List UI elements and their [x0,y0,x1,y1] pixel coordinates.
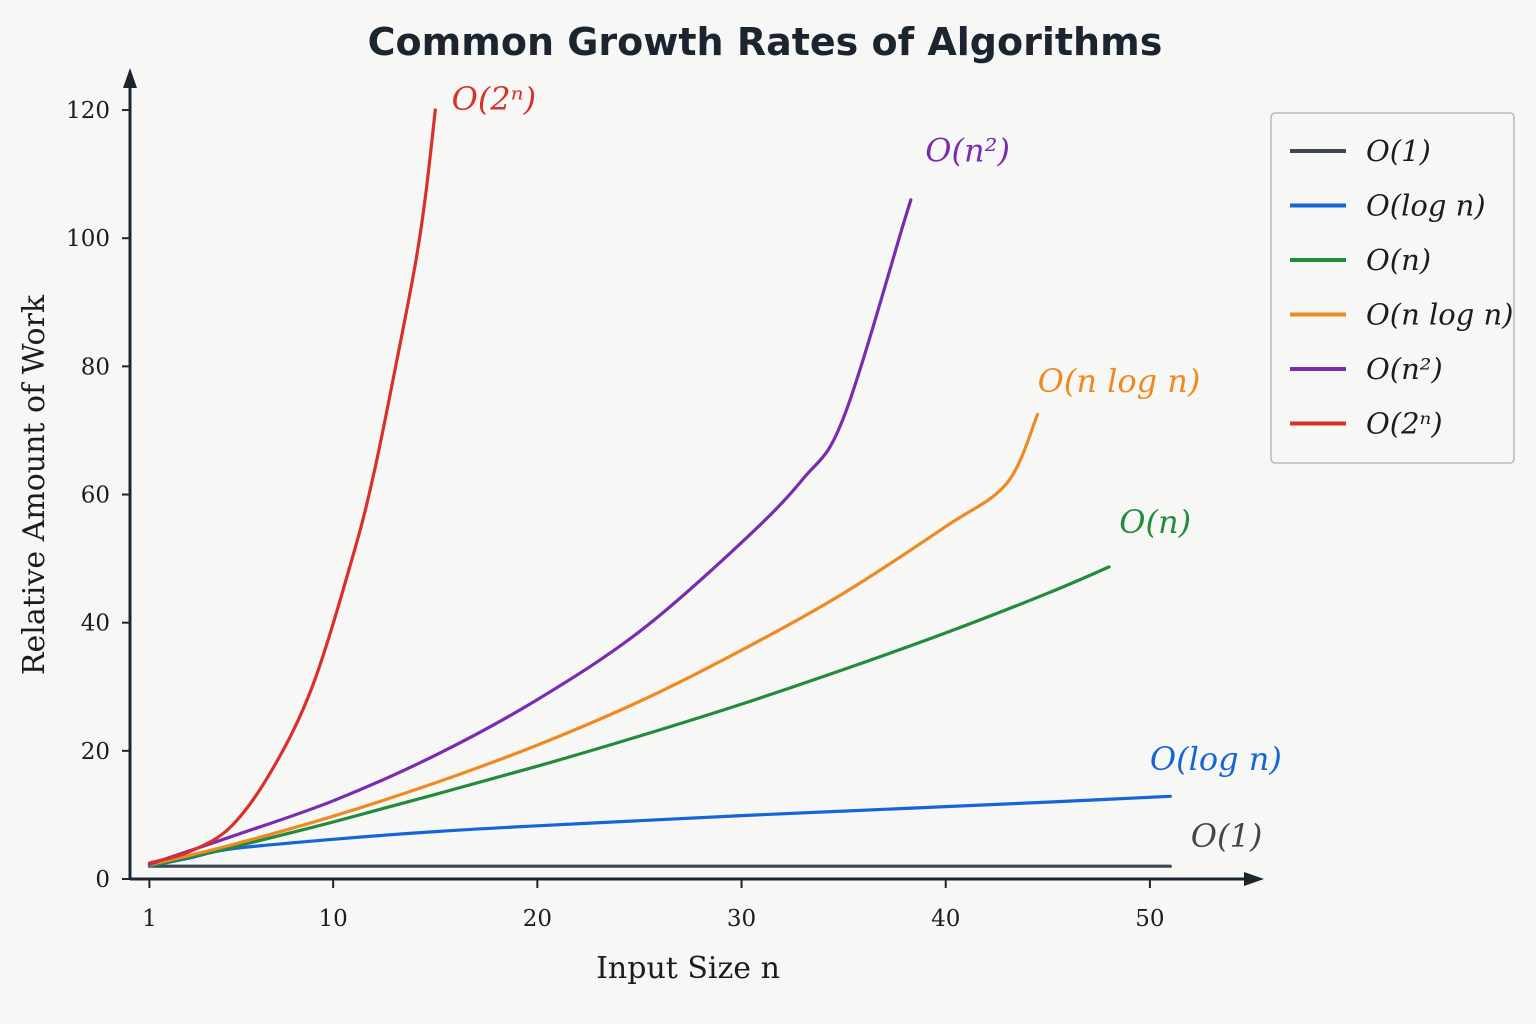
x-tick-label: 50 [1135,906,1164,932]
y-axis-label: Relative Amount of Work [17,294,52,675]
series-1-annotation: O(1) [1191,817,1263,855]
series-3-legend-label: O(n) [1366,243,1431,277]
legend-box [1270,112,1515,464]
y-tick-label: 60 [81,483,110,509]
series-4-legend-label: O(n log n) [1366,298,1514,332]
x-tick-label: 10 [319,906,348,932]
x-tick-label: 40 [931,906,960,932]
y-tick-label: 120 [66,98,110,124]
y-tick-label: 40 [81,611,110,637]
x-axis-label: Input Size n [596,951,780,986]
y-tick-label: 0 [95,867,110,893]
axes [123,68,1264,886]
series-lines [147,108,1172,868]
series-2-annotation: O(log n) [1150,740,1282,778]
series-6-legend-label: O(2ⁿ) [1366,407,1443,441]
x-tick-label: 1 [142,906,157,932]
series-1-legend-label: O(1) [1366,134,1431,168]
y-axis-arrow [123,68,137,88]
series-5-legend-label: O(n²) [1366,352,1443,386]
series-5-annotation: O(n²) [925,131,1010,169]
series-2-line [147,794,1172,868]
chart-title: Common Growth Rates of Algorithms [368,20,1163,64]
series-2-legend-label: O(log n) [1366,189,1486,223]
series-6-annotation: O(2ⁿ) [452,80,537,118]
y-ticks: 0 20 40 60 80 100 120 [66,98,130,893]
series-3-annotation: O(n) [1119,503,1191,541]
series-annotations: O(1) O(log n) O(n) O(n log n) O(n²) O(2ⁿ) [452,80,1282,855]
y-tick-label: 80 [81,354,110,380]
x-ticks: 1 10 20 30 40 50 [142,879,1165,932]
legend: O(1) O(log n) O(n) O(n log n) O(n²) O(2ⁿ) [1270,112,1515,464]
y-tick-label: 100 [66,226,110,252]
y-tick-label: 20 [81,739,110,765]
x-tick-label: 20 [523,906,552,932]
series-5-line [147,198,913,866]
series-4-annotation: O(n log n) [1038,362,1201,400]
x-axis-arrow [1244,872,1264,886]
series-4-line [147,412,1040,867]
series-6-line [147,108,437,865]
x-tick-label: 30 [727,906,756,932]
series-3-line [147,565,1111,868]
